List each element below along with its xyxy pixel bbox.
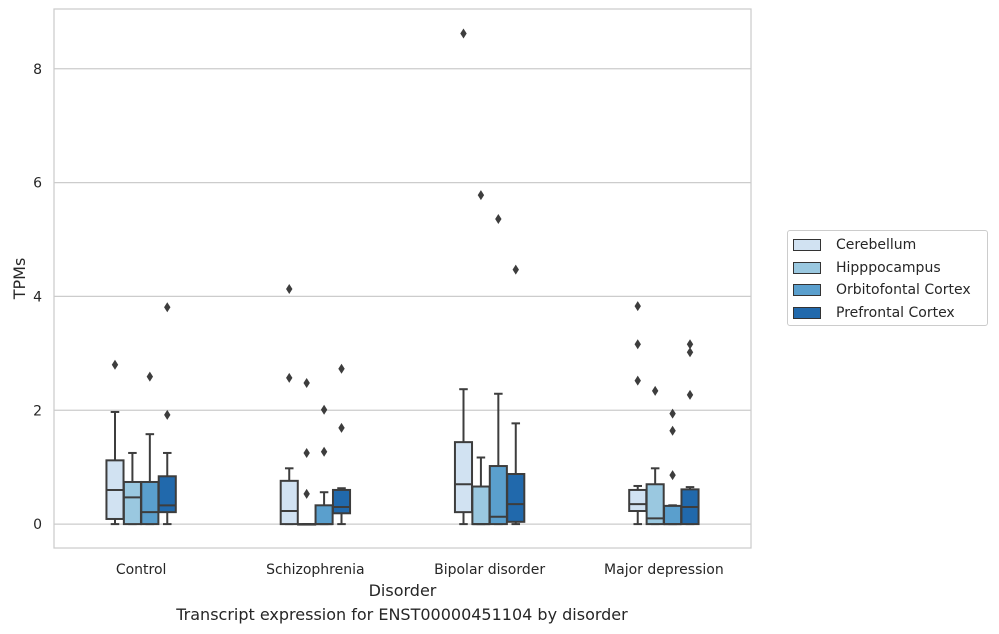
legend-item: Orbitofontal Cortex: [793, 280, 971, 300]
outlier-point: [286, 372, 293, 383]
box-1-2: [471, 190, 491, 526]
x-axis-label: Disorder: [369, 581, 437, 600]
outlier-point: [686, 339, 694, 350]
outlier-point: [669, 470, 676, 481]
outlier-point: [651, 385, 659, 396]
outlier-point: [320, 404, 328, 415]
box-iqr: [645, 483, 665, 526]
outlier-point: [111, 359, 119, 370]
box-iqr: [122, 480, 142, 526]
y-tick-label: 4: [33, 289, 42, 305]
x-tick-label: Schizophrenia: [266, 562, 364, 578]
outlier-point: [338, 363, 345, 374]
box-iqr: [331, 488, 352, 515]
plot-area-frame: [53, 8, 752, 549]
box-iqr: [279, 479, 299, 526]
legend-label: Orbitofontal Cortex: [836, 282, 971, 298]
y-tick-label: 2: [33, 403, 42, 419]
boxes-layer: [105, 28, 700, 526]
legend-label: Hipppocampus: [836, 259, 941, 276]
outlier-point: [495, 214, 502, 225]
outlier-point: [686, 389, 694, 400]
outlier-point: [338, 422, 345, 433]
x-tick-label: Major depression: [604, 562, 724, 578]
box-3-0: [157, 302, 177, 526]
outlier-point: [146, 371, 154, 382]
legend-swatch: [793, 306, 821, 319]
outlier-point: [634, 301, 641, 312]
legend-item: Hipppocampus: [793, 258, 941, 278]
outlier-point: [634, 375, 641, 386]
outlier-point: [286, 284, 293, 295]
outlier-point: [460, 28, 467, 39]
box-iqr: [157, 475, 177, 514]
box-iqr: [628, 488, 648, 513]
y-axis-label: TPMs: [10, 258, 29, 301]
legend-item: Prefrontal Cortex: [793, 303, 955, 323]
box-0-3: [628, 301, 648, 526]
outlier-point: [634, 339, 641, 350]
outlier-point: [303, 377, 310, 388]
outlier-point: [669, 408, 676, 419]
y-tick-label: 8: [33, 62, 42, 78]
box-1-1: [297, 377, 317, 526]
box-0-0: [105, 359, 125, 526]
outlier-point: [512, 264, 519, 275]
chart-caption: Transcript expression for ENST0000045110…: [176, 605, 628, 624]
box-iqr: [471, 485, 491, 526]
outlier-point: [477, 190, 485, 201]
outlier-point: [669, 425, 676, 436]
box-2-1: [314, 404, 334, 526]
box-iqr: [314, 504, 334, 526]
box-3-1: [331, 363, 352, 526]
box-2-0: [140, 371, 160, 526]
x-tick-label: Control: [116, 562, 167, 578]
outlier-point: [686, 347, 694, 358]
outlier-point: [320, 446, 328, 457]
legend-label: Prefrontal Cortex: [836, 304, 955, 321]
x-tick-labels: Control Schizophrenia Bipolar disorder Majo…: [116, 562, 724, 578]
legend-swatch: [793, 239, 821, 251]
box-3-3: [680, 339, 700, 526]
box-0-2: [453, 28, 474, 526]
box-iqr: [506, 473, 526, 523]
outlier-point: [303, 447, 310, 458]
box-iqr: [140, 480, 160, 526]
box-iqr: [453, 441, 474, 514]
outlier-point: [164, 409, 171, 420]
legend-swatch: [793, 284, 821, 296]
box-iqr: [663, 504, 683, 526]
box-1-0: [122, 451, 142, 526]
legend-swatch: [793, 261, 821, 274]
box-2-3: [663, 408, 683, 526]
y-tick-label: 0: [33, 517, 42, 533]
box-iqr: [488, 465, 508, 526]
box-0-1: [279, 284, 299, 526]
x-tick-label: Bipolar disorder: [434, 562, 545, 578]
legend-item: Cerebellum: [793, 235, 916, 255]
legend: Cerebellum Hipppocampus Orbitofontal Corte…: [787, 230, 988, 326]
box-1-3: [645, 385, 665, 526]
y-tick-labels: 0 2 4 6 8: [33, 62, 42, 533]
box-2-2: [488, 214, 508, 526]
outlier-point: [164, 302, 171, 313]
gridlines: [54, 68, 751, 525]
box-3-2: [506, 264, 526, 526]
legend-label: Cerebellum: [836, 237, 917, 253]
y-tick-label: 6: [33, 176, 42, 192]
outlier-point: [303, 488, 310, 499]
